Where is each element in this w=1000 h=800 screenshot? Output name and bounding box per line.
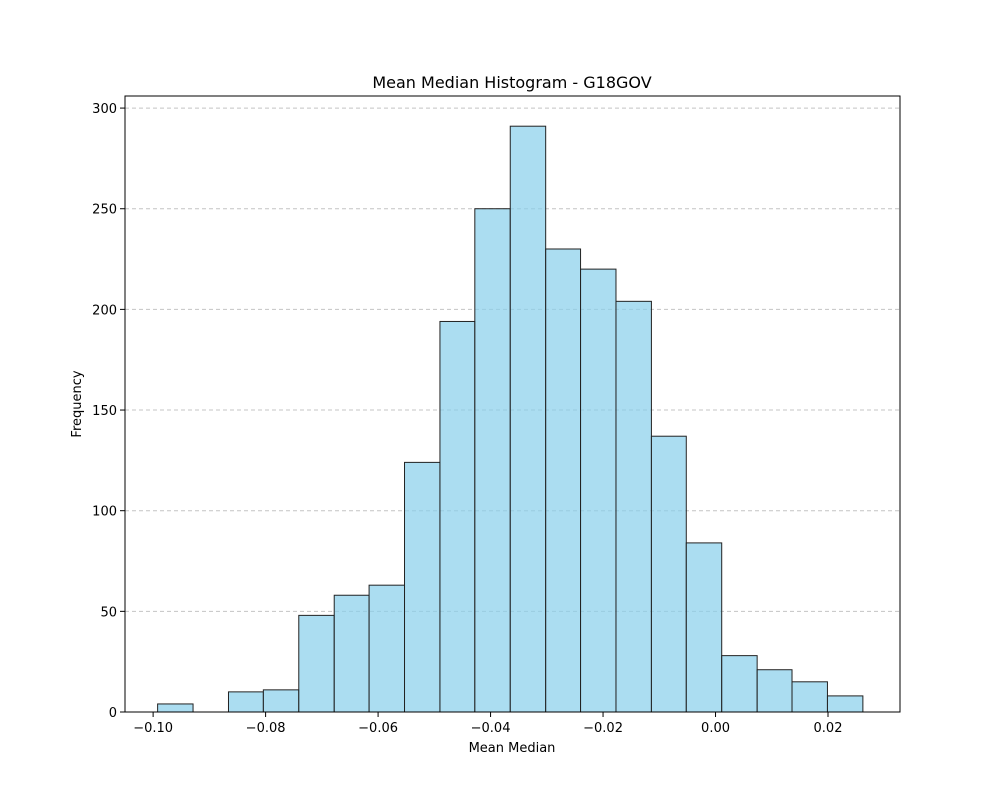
histogram-bar (333, 594, 370, 713)
histogram-bar (545, 248, 582, 713)
histogram-bar (368, 584, 406, 713)
x-tick-label: −0.06 (358, 721, 398, 736)
plot-area-frame (124, 95, 901, 713)
x-tick-label: 0.00 (701, 721, 730, 736)
histogram-bar (439, 320, 476, 713)
histogram-bar (474, 208, 511, 713)
histogram-bar (721, 655, 758, 713)
x-tick-label: −0.08 (246, 721, 286, 736)
histogram-bar (791, 681, 828, 713)
y-axis-ticks: 0 50 100 150 200 250 300 (92, 102, 125, 721)
histogram-bar (262, 689, 300, 713)
x-tick-label: −0.02 (583, 721, 623, 736)
y-tick-label: 250 (92, 203, 117, 218)
histogram-bar (756, 669, 793, 713)
y-tick-label: 50 (100, 605, 117, 620)
x-axis-label: Mean Median (469, 741, 556, 756)
y-tick-label: 0 (109, 706, 117, 721)
y-tick-label: 200 (92, 303, 117, 318)
histogram-bar (404, 461, 441, 713)
x-axis-ticks: −0.10 −0.08 −0.06 −0.04 −0.02 0.00 0.02 (133, 712, 842, 736)
x-tick-label: 0.02 (814, 721, 843, 736)
x-tick-label: −0.10 (133, 721, 173, 736)
y-axis-label: Frequency (70, 370, 85, 437)
histogram-bar (509, 125, 547, 713)
histogram-bar (580, 268, 617, 713)
histogram-bar (157, 703, 194, 713)
histogram-bar (227, 691, 264, 713)
y-tick-label: 150 (92, 404, 117, 419)
chart-title: Mean Median Histogram - G18GOV (372, 73, 651, 92)
histogram-bar (650, 435, 687, 713)
y-tick-label: 300 (92, 102, 117, 117)
x-tick-label: −0.04 (471, 721, 511, 736)
y-tick-label: 100 (92, 505, 117, 520)
histogram-bar (685, 542, 723, 713)
histogram-bar (615, 300, 652, 713)
histogram-bar (826, 695, 864, 713)
bars (157, 125, 864, 713)
histogram-bar (298, 614, 335, 713)
